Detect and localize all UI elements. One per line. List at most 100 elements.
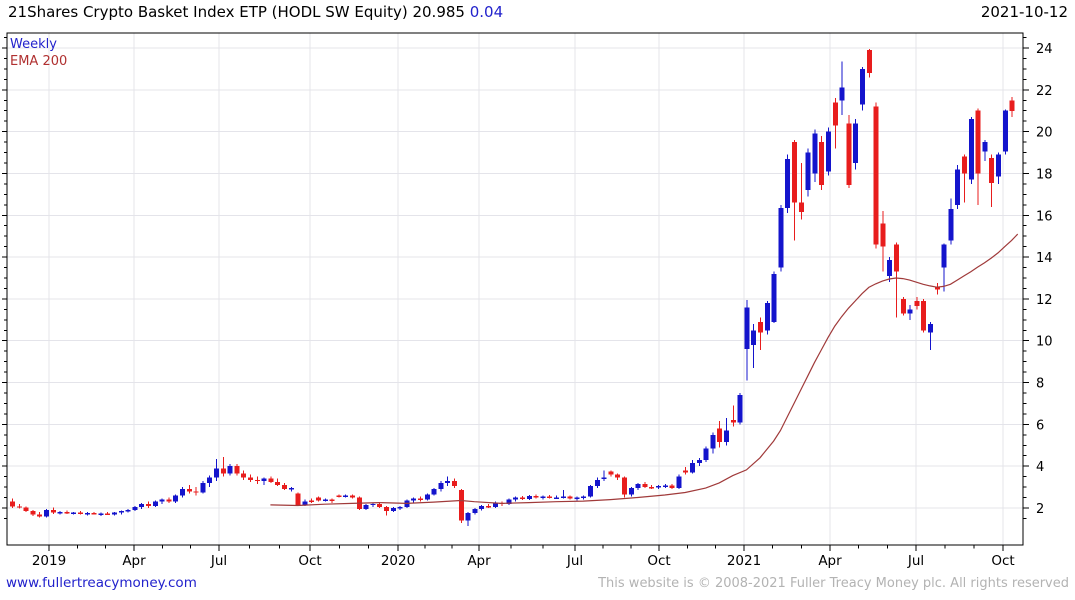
candle-up xyxy=(370,503,376,506)
x-axis-label: Apr xyxy=(122,553,146,569)
candle-down xyxy=(458,490,464,521)
candle-down xyxy=(975,110,981,174)
chart-date: 2021-10-12 xyxy=(980,3,1068,21)
candle-down xyxy=(934,286,940,290)
candle-down xyxy=(642,483,648,488)
candle-up xyxy=(431,489,437,495)
candle-up xyxy=(662,485,668,487)
x-axis-label: Apr xyxy=(818,553,842,569)
candle-up xyxy=(690,463,695,473)
candle-up xyxy=(506,499,512,504)
candle-up xyxy=(710,434,716,449)
candle-down xyxy=(220,468,226,474)
candle-down xyxy=(873,106,879,245)
candle-up xyxy=(465,513,471,521)
y-axis-label: 2 xyxy=(1036,502,1044,517)
candle-up xyxy=(982,142,988,152)
candle-down xyxy=(921,301,927,331)
candle-up xyxy=(744,307,750,350)
candle-up xyxy=(322,499,328,502)
candle-up xyxy=(574,497,580,499)
ema-line xyxy=(270,233,1019,507)
candle-down xyxy=(329,499,335,502)
candle-up xyxy=(860,68,865,105)
x-axis-label: Jul xyxy=(566,553,583,569)
candle-up xyxy=(751,330,757,345)
candle-up xyxy=(968,119,974,180)
candle-down xyxy=(350,495,355,498)
candle-up xyxy=(540,496,546,498)
candle-down xyxy=(649,487,655,489)
candle-down xyxy=(520,497,525,500)
x-axis-label: Jul xyxy=(210,553,227,569)
candle-up xyxy=(826,131,831,172)
candle-up xyxy=(764,303,770,331)
candle-down xyxy=(846,123,852,185)
candle-up xyxy=(472,509,478,514)
candle-up xyxy=(343,495,349,497)
candle-down xyxy=(717,428,723,443)
candle-down xyxy=(547,496,553,498)
candle-down xyxy=(914,301,920,307)
candle-down xyxy=(64,512,70,514)
candle-down xyxy=(268,478,274,482)
candle-down xyxy=(193,491,199,493)
candle-up xyxy=(588,486,593,497)
candle-up xyxy=(737,395,743,423)
candle-down xyxy=(683,470,689,473)
price-change: 0.04 xyxy=(469,3,504,21)
candle-up xyxy=(635,483,641,489)
y-axis-label: 8 xyxy=(1036,377,1044,392)
y-axis-label: 24 xyxy=(1036,42,1053,57)
chart-title: 21Shares Crypto Basket Index ETP (HODL S… xyxy=(8,3,503,21)
candle-up xyxy=(996,154,1001,177)
candle-up xyxy=(785,158,791,208)
candle-up xyxy=(955,169,961,205)
candle-up xyxy=(44,510,49,517)
candle-up xyxy=(71,512,77,514)
candle-down xyxy=(758,321,763,333)
candle-up xyxy=(159,499,165,502)
y-axis-label: 18 xyxy=(1036,167,1053,182)
last-price: 20.985 xyxy=(412,3,465,21)
y-axis-label: 4 xyxy=(1036,460,1044,475)
candle-down xyxy=(316,497,321,501)
y-axis-label: 16 xyxy=(1036,209,1053,224)
candle-up xyxy=(132,506,138,511)
chart-legend: Weekly EMA 200 xyxy=(10,36,67,70)
candle-down xyxy=(622,477,627,495)
candle-up xyxy=(411,498,417,501)
candle-down xyxy=(894,244,899,272)
candle-up xyxy=(805,152,811,191)
candle-up xyxy=(180,489,185,496)
x-axis-label: 2020 xyxy=(381,553,415,569)
candle-up xyxy=(928,324,933,333)
x-axis-label: Jul xyxy=(907,553,924,569)
candle-down xyxy=(798,202,804,213)
x-axis-label: Oct xyxy=(991,553,1014,569)
candle-up xyxy=(125,510,131,512)
candle-down xyxy=(78,512,83,514)
candle-up xyxy=(1002,110,1008,152)
site-link[interactable]: www.fullertreacymoney.com xyxy=(6,575,197,591)
candle-down xyxy=(166,499,172,502)
candle-up xyxy=(839,87,845,101)
candle-up xyxy=(214,468,219,478)
candle-up xyxy=(554,497,559,499)
candle-down xyxy=(567,496,573,499)
candle-down xyxy=(792,142,797,203)
candle-up xyxy=(152,501,158,506)
candle-down xyxy=(50,510,56,513)
candle-down xyxy=(241,473,247,478)
candle-down xyxy=(1009,100,1015,112)
candle-down xyxy=(234,466,240,474)
candle-up xyxy=(200,482,206,493)
y-axis-label: 6 xyxy=(1036,418,1044,433)
candle-down xyxy=(880,223,886,247)
candle-up xyxy=(887,260,893,276)
candle-up xyxy=(84,513,90,515)
candle-up xyxy=(513,497,519,500)
candle-down xyxy=(900,298,906,314)
candle-up xyxy=(288,488,294,490)
